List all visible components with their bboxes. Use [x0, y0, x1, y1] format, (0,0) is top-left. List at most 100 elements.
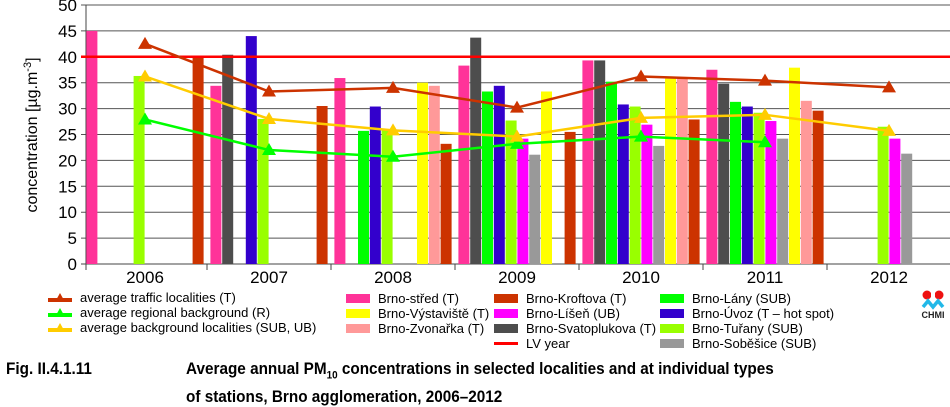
y-tick-label: 15 — [58, 177, 77, 196]
x-axis: 2006 2007 2008 2009 2010 2011 2012 — [85, 264, 908, 287]
legend-swatch — [346, 324, 370, 334]
bar — [582, 60, 594, 265]
bar — [901, 153, 913, 264]
legend-item: Brno-Líšeň (UB) — [494, 306, 620, 321]
triangle-marker — [510, 100, 524, 113]
bar — [629, 106, 641, 264]
legend-swatch — [660, 339, 684, 349]
chmi-logo-icon: CHMI — [922, 290, 945, 320]
bar — [358, 130, 369, 264]
x-tick-label: 2009 — [498, 268, 536, 287]
y-tick-label: 5 — [68, 229, 77, 248]
legend-label: Brno-Svatoplukova (T) — [526, 321, 657, 336]
legend-label: Brno-Tuřany (SUB) — [692, 321, 803, 336]
legend-label: Brno-Kroftova (T) — [526, 291, 627, 306]
legend-line-swatch — [48, 306, 72, 322]
legend-item: average regional background (R) — [48, 305, 270, 320]
bar — [133, 75, 145, 264]
caption-label: Fig. II.4.1.11 — [6, 359, 92, 378]
triangle-marker — [758, 135, 772, 148]
bar — [688, 119, 700, 264]
bar — [730, 101, 741, 264]
y-tick-label: 25 — [58, 126, 77, 145]
y-tick-label: 30 — [58, 100, 77, 119]
bar — [564, 131, 576, 264]
legend-item: Brno-Soběšice (SUB) — [660, 336, 816, 351]
legend-swatch — [660, 294, 684, 304]
triangle-marker — [634, 110, 648, 123]
bar — [428, 85, 440, 264]
bar — [458, 65, 470, 264]
legend-swatch — [660, 309, 684, 319]
x-tick-label: 2010 — [622, 268, 660, 287]
bar — [493, 85, 505, 264]
x-tick-label: 2006 — [126, 268, 164, 287]
triangle-marker — [386, 80, 400, 93]
bar — [606, 81, 617, 264]
legend-item: Brno-Lány (SUB) — [660, 291, 791, 306]
legend-item: Brno-Kroftova (T) — [494, 291, 626, 306]
bar — [86, 30, 98, 265]
legend-label: Brno-Zvonařka (T) — [378, 321, 485, 336]
legend-label: Brno-Výstaviště (T) — [378, 306, 490, 321]
bar — [653, 145, 665, 264]
bar — [505, 120, 517, 264]
legend-label: Brno-Lány (SUB) — [692, 291, 791, 306]
chmi-logo: CHMI — [918, 287, 948, 321]
triangle-marker — [758, 107, 772, 120]
legend-line-swatch — [494, 342, 518, 346]
bars — [86, 30, 913, 265]
legend-swatch — [494, 324, 518, 334]
bar — [777, 138, 789, 264]
bar — [541, 91, 552, 264]
legend-item: Brno-Zvonařka (T) — [346, 321, 484, 336]
legend-item: Brno-Tuřany (SUB) — [660, 321, 803, 336]
bar — [257, 118, 269, 265]
figure-caption: Fig. II.4.1.11 Average annual PM10 concen… — [6, 358, 942, 407]
legend-label: average background localities (SUB, UB) — [80, 320, 317, 335]
legend-label: average traffic localities (T) — [80, 290, 236, 305]
legend-swatch — [660, 324, 684, 334]
legend-line-swatch — [48, 321, 72, 337]
triangle-marker — [138, 69, 152, 82]
legend-item: average background localities (SUB, UB) — [48, 320, 316, 335]
legend-item: Brno-Výstaviště (T) — [346, 306, 489, 321]
triangle-marker — [510, 129, 524, 142]
x-tick-label: 2011 — [747, 268, 784, 287]
bar — [316, 106, 328, 264]
series-line — [144, 118, 766, 159]
y-tick-label: 45 — [58, 22, 77, 41]
bar — [482, 91, 493, 264]
bar — [789, 67, 800, 264]
legend-item: Brno-střed (T) — [346, 291, 459, 306]
bar — [517, 138, 529, 264]
bar — [192, 56, 204, 264]
legend-swatch — [494, 294, 518, 304]
y-tick-label: 10 — [58, 203, 77, 222]
bar — [812, 110, 824, 264]
legend-item: average traffic localities (T) — [48, 290, 236, 305]
bar — [641, 124, 653, 265]
bar — [665, 78, 676, 264]
triangle-marker — [262, 111, 276, 124]
bar — [706, 69, 718, 264]
legend-label: Brno-střed (T) — [378, 291, 459, 306]
bar — [765, 121, 777, 264]
triangle-marker — [882, 80, 896, 93]
y-tick-label: 0 — [68, 255, 77, 274]
triangle-marker — [634, 129, 648, 142]
svg-text:CHMI: CHMI — [922, 310, 945, 320]
triangle-marker — [262, 84, 276, 97]
bar — [718, 83, 730, 265]
caption-line2: of stations, Brno agglomeration, 2006–20… — [186, 387, 503, 407]
legend-swatch — [494, 309, 518, 319]
legend-item: LV year — [494, 336, 570, 351]
bar — [334, 78, 346, 265]
triangle-marker — [634, 69, 648, 82]
legend-label: Brno-Úvoz (T – hot spot) — [692, 306, 835, 321]
bar — [222, 54, 234, 265]
bar — [470, 37, 482, 264]
legend-label: Brno-Soběšice (SUB) — [692, 336, 817, 351]
triangle-marker — [510, 136, 524, 149]
bar — [369, 106, 381, 264]
